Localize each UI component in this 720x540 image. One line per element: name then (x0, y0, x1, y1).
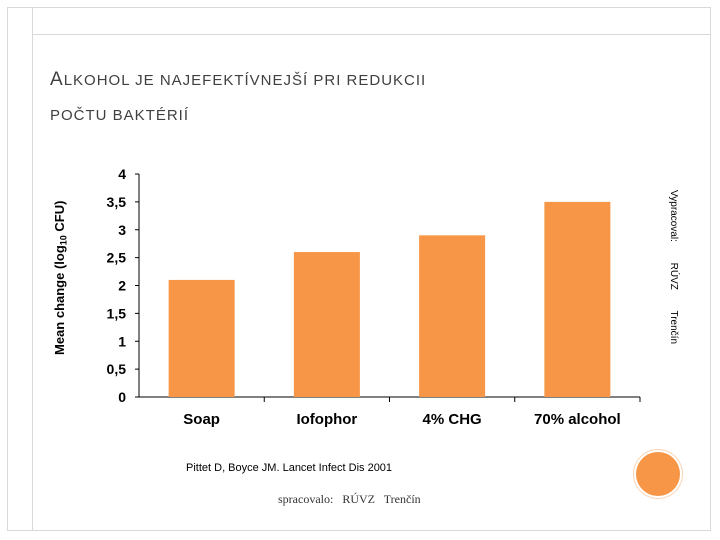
source-citation: Pittet D, Boyce JM. Lancet Infect Dis 20… (186, 462, 393, 474)
x-tick-label: 70% alcohol (534, 411, 621, 428)
side-note: Vypracoval: RÚVZ Trenčín (668, 190, 679, 345)
y-tick-label: 0 (118, 389, 126, 405)
decorative-circle (636, 452, 680, 496)
y-tick-label: 1 (118, 333, 126, 349)
y-tick-label: 1,5 (107, 305, 127, 321)
y-tick-label: 3 (118, 222, 126, 238)
slide-top-rule (33, 34, 711, 35)
bar (168, 279, 235, 397)
title-line2: POČTU BAKTÉRIÍ (50, 107, 190, 124)
y-tick-label: 2 (118, 278, 126, 294)
bar-chart: 0 0,5 1 1,5 2 2,5 3 3,5 4 Soap Iofophor 4% CHG 70% a… (107, 166, 641, 428)
bar (293, 252, 360, 397)
processed-by: spracovalo: RÚVZ Trenčín (278, 492, 421, 506)
title-line1: LKOHOL JE NAJEFEKTÍVNEJŠÍ PRI REDUKCII (63, 72, 427, 89)
x-tick-label: Soap (183, 411, 220, 428)
slide-left-band (7, 7, 33, 531)
bar (544, 201, 611, 397)
y-tick-label: 2,5 (107, 250, 127, 266)
x-tick-label: 4% CHG (423, 411, 482, 428)
title-first-letter: A (50, 69, 64, 90)
slide-frame (7, 7, 711, 531)
decorative-circle-ring (633, 449, 683, 499)
y-tick-label: 0,5 (107, 361, 127, 377)
slide-title: ALKOHOL JE NAJEFEKTÍVNEJŠÍ PRI REDUKCII … (50, 62, 670, 133)
bar (419, 235, 486, 397)
x-tick-label: Iofophor (296, 411, 357, 428)
y-tick-label: 4 (118, 166, 126, 182)
y-tick-label: 3,5 (107, 194, 127, 210)
